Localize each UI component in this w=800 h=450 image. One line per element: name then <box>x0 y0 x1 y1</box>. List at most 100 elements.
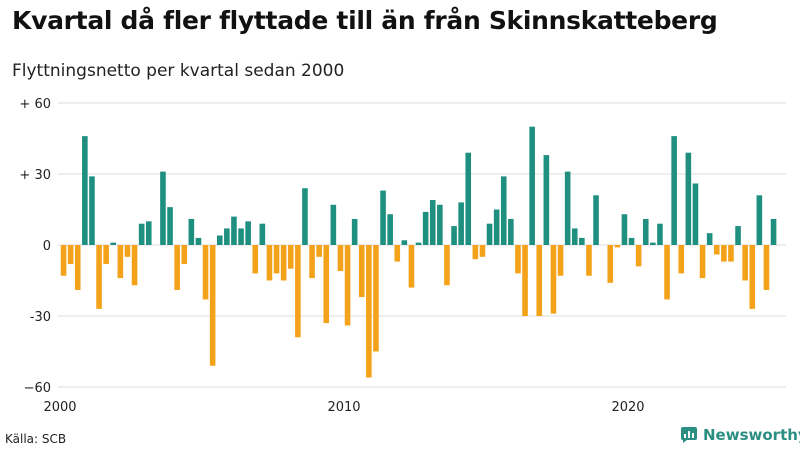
bar <box>564 171 571 245</box>
bar <box>337 245 344 272</box>
bar <box>138 223 145 245</box>
bar <box>67 245 74 264</box>
bar <box>74 245 81 290</box>
bar <box>678 245 685 274</box>
bar <box>387 214 393 245</box>
bar <box>167 207 173 245</box>
bar <box>458 202 464 245</box>
bar <box>401 240 408 245</box>
bar <box>373 245 379 352</box>
bar <box>252 245 259 274</box>
bar <box>713 245 720 255</box>
bar <box>103 245 109 264</box>
bar <box>124 245 131 257</box>
y-tick-label: 0 <box>43 239 51 254</box>
bar <box>266 245 273 281</box>
bar <box>89 176 95 245</box>
bar <box>650 242 656 245</box>
bar <box>380 190 386 245</box>
bar <box>486 223 493 245</box>
bar <box>444 245 450 286</box>
bar <box>202 245 209 300</box>
bar <box>536 245 543 316</box>
bar <box>621 214 628 245</box>
bar <box>671 136 677 245</box>
bar <box>117 245 124 279</box>
bar <box>131 245 138 286</box>
brand-name: Newsworthy <box>703 426 800 444</box>
bar <box>451 226 457 245</box>
bar <box>614 245 621 248</box>
bar <box>642 218 649 245</box>
bar <box>422 211 429 245</box>
y-tick-label: + 30 <box>19 168 51 183</box>
bar <box>394 245 401 262</box>
bar <box>706 233 713 245</box>
bar <box>628 237 635 245</box>
chart-title: Kvartal då fler flyttade till än från Sk… <box>12 6 718 35</box>
bar <box>174 245 180 290</box>
bar <box>351 218 358 245</box>
bar <box>749 245 756 309</box>
bar <box>82 136 88 245</box>
bar <box>188 218 195 245</box>
bar <box>181 245 188 264</box>
bar <box>209 245 216 366</box>
bar <box>607 245 614 283</box>
bar <box>465 152 472 245</box>
bar <box>543 155 550 245</box>
bar <box>515 245 521 274</box>
bar <box>579 237 585 245</box>
bar <box>735 226 741 245</box>
bar <box>742 245 748 281</box>
bar <box>763 245 770 290</box>
bar <box>145 221 152 245</box>
bar <box>195 237 202 245</box>
bar <box>96 245 102 309</box>
bar-chart: + 60 + 30 0 -30 −60 2000 2010 2020 <box>19 97 786 415</box>
bar <box>529 126 535 245</box>
bar <box>692 183 699 245</box>
bar <box>657 223 663 245</box>
y-tick-label: −60 <box>24 381 51 396</box>
bar <box>287 245 294 269</box>
source-note: Källa: SCB <box>5 432 67 446</box>
bar <box>60 245 67 276</box>
bar <box>259 223 266 245</box>
bar <box>295 245 301 338</box>
bar <box>429 200 436 245</box>
bar <box>571 228 578 245</box>
x-tick-label: 2020 <box>611 400 644 415</box>
bar <box>493 209 500 245</box>
bar <box>366 245 372 378</box>
bar <box>479 245 486 257</box>
bar <box>160 171 166 245</box>
y-tick-label: + 60 <box>19 97 51 112</box>
newsworthy-icon <box>681 427 697 443</box>
bar <box>415 242 422 245</box>
bar <box>330 204 337 245</box>
bar <box>408 245 415 288</box>
bar <box>721 245 727 262</box>
newsworthy-logo: Newsworthy <box>680 426 800 444</box>
bar <box>557 245 564 276</box>
bar <box>273 245 280 274</box>
x-tick-label: 2010 <box>327 400 360 415</box>
bar <box>280 245 287 281</box>
bar <box>216 235 223 245</box>
bar <box>472 245 479 260</box>
bar <box>358 245 365 298</box>
bar <box>224 228 230 245</box>
x-tick-label: 2000 <box>43 400 76 415</box>
bar <box>245 221 251 245</box>
bar <box>500 176 507 245</box>
bar <box>770 218 777 245</box>
bar <box>593 195 599 245</box>
y-tick-label: -30 <box>30 310 51 325</box>
bar <box>586 245 592 276</box>
bar <box>728 245 734 262</box>
chart-subtitle: Flyttningsnetto per kvartal sedan 2000 <box>12 61 345 81</box>
bar <box>508 218 514 245</box>
bar <box>110 242 117 245</box>
bar <box>664 245 670 300</box>
